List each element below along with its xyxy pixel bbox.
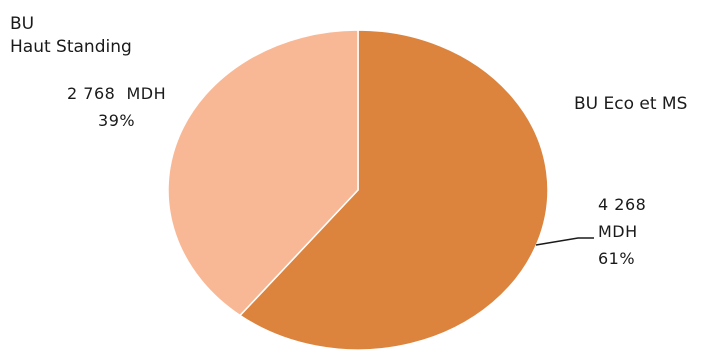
- category-label-line: Haut Standing: [10, 37, 132, 57]
- data-label-unit: MDH: [598, 222, 638, 241]
- pie-slice-bu-haut-standing: [167, 29, 359, 317]
- data-label-bu-eco-ms: 4 268 MDH 61%: [598, 191, 646, 272]
- data-label-bu-haut-standing: 2 768 MDH 39%: [67, 80, 166, 134]
- data-label-percent: 39%: [98, 111, 136, 130]
- category-label-line: BU: [10, 14, 35, 34]
- category-label-line: BU Eco et MS: [574, 94, 688, 114]
- category-label-bu-eco-ms: BU Eco et MS: [574, 93, 687, 116]
- data-label-percent: 61%: [598, 249, 636, 268]
- pie-slice-bu-eco-ms: [238, 29, 549, 351]
- category-label-bu-haut-standing: BU Haut Standing: [10, 13, 132, 59]
- data-label-value: 2 768 MDH: [67, 84, 167, 103]
- leader-line: [535, 237, 594, 246]
- data-label-value: 4 268: [598, 195, 647, 214]
